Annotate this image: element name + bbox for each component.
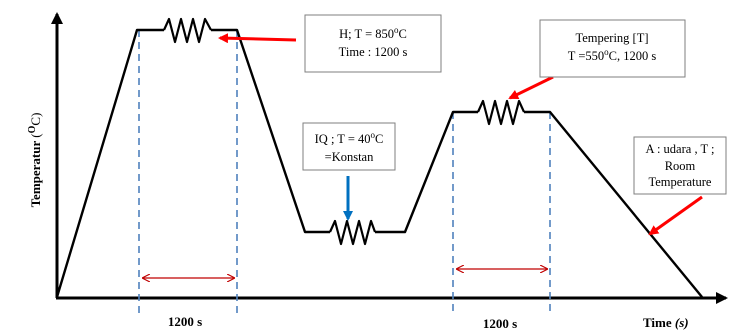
duration-label-second: 1200 s (483, 316, 517, 331)
tempering-info-box: Tempering [T] T =550oC, 1200 s (539, 19, 686, 78)
tempering-title-label: Tempering [T] (575, 31, 648, 45)
cooling-pointer-arrow (648, 195, 703, 236)
cooling-temperature-label: Temperature (649, 175, 712, 189)
hardening-temperature-label: H; T = 850oC (339, 25, 407, 41)
tempering-parameters-label: T =550oC, 1200 s (568, 47, 657, 63)
cooling-room-label: Room (665, 159, 696, 173)
quenching-info-box: IQ ; T = 40oC =Konstan (302, 122, 396, 171)
tempering-pointer-arrow (508, 75, 554, 100)
process-curve (55, 28, 703, 298)
cooling-info-box: A : udara , T ; Room Temperature (633, 136, 727, 195)
hardening-time-label: Time : 1200 s (339, 45, 408, 59)
duration-label-first: 1200 s (168, 314, 202, 329)
quenching-hold-zigzag (328, 219, 377, 246)
tempering-hold-zigzag (476, 99, 526, 126)
quenching-temperature-label: IQ ; T = 40oC (315, 130, 384, 146)
quenching-constant-label: =Konstan (325, 150, 374, 164)
hardening-hold-zigzag (162, 17, 212, 44)
cooling-medium-label: A : udara , T ; (646, 142, 715, 156)
x-axis-title: Time (s) (643, 315, 689, 330)
y-axis-title: Temperatur (OC) (27, 113, 43, 208)
dashed-markers (138, 30, 551, 316)
hardening-pointer-arrow (218, 33, 297, 44)
hardening-info-box: H; T = 850oC Time : 1200 s (304, 14, 442, 73)
